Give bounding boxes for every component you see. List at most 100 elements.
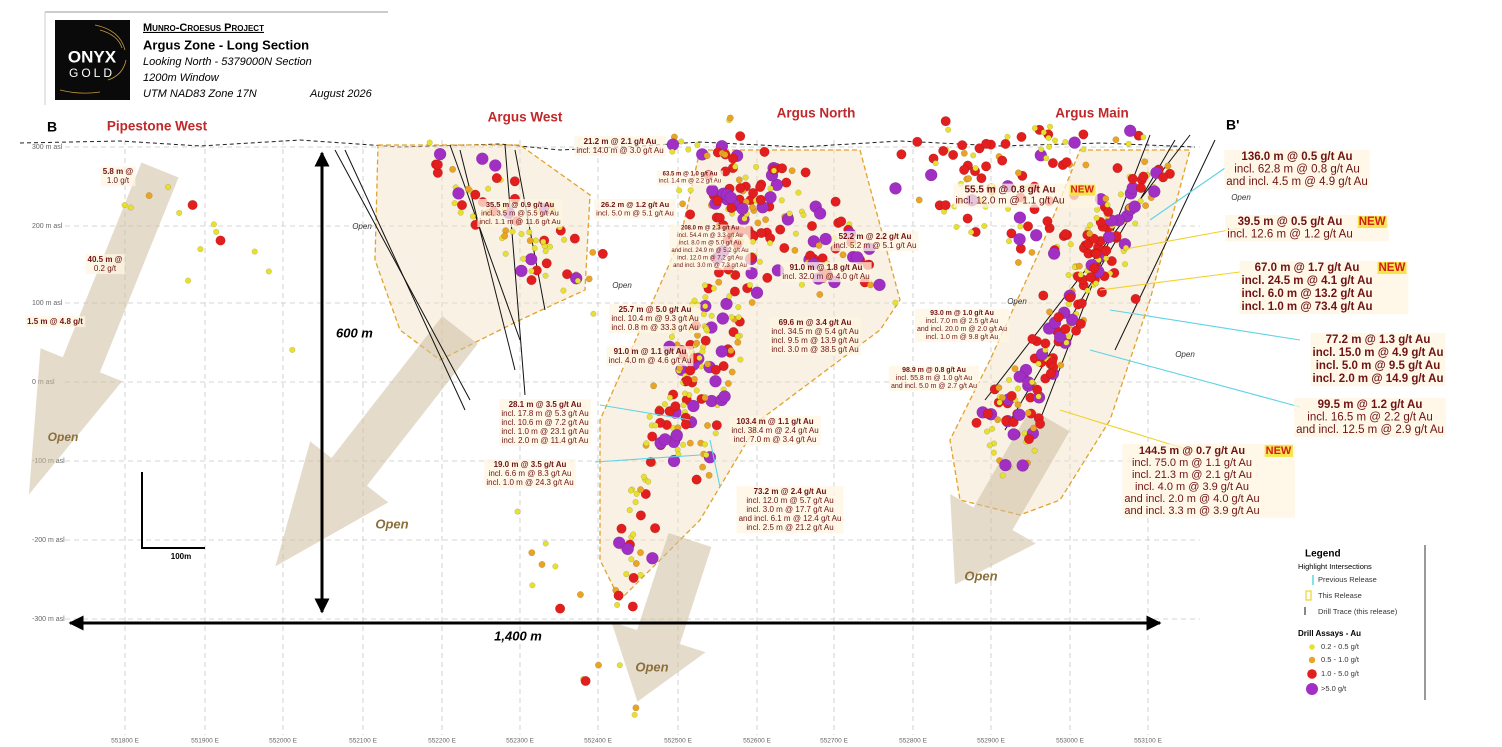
assay-dot: [509, 228, 516, 235]
assay-dot: [433, 147, 447, 161]
new-badge: NEW: [1359, 216, 1386, 228]
assay-dot: [185, 277, 192, 284]
assay-dot: [981, 222, 988, 229]
legend-subtitle: Highlight Intersections: [1298, 562, 1372, 571]
assay-dot: [616, 662, 623, 669]
assay-dot: [623, 571, 630, 578]
assay-dot: [1004, 133, 1011, 140]
assay-dot: [915, 196, 923, 204]
assay-dot: [1084, 287, 1091, 294]
intercept-detail: incl. 5.0 m @ 9.5 g/t Au: [1316, 360, 1441, 372]
assay-dot: [705, 471, 713, 479]
assay-dot: [701, 282, 708, 289]
assay-dot: [1164, 162, 1172, 170]
assay-dot: [994, 416, 1002, 424]
assay-dot: [792, 230, 799, 237]
section-info: Looking North - 5379000N Section: [143, 56, 312, 68]
assay-dot: [953, 223, 960, 230]
assay-dot: [1023, 221, 1034, 232]
assay-dot: [1082, 161, 1090, 169]
assay-dot: [699, 463, 706, 471]
intercept-headline: 77.2 m @ 1.3 g/t Au: [1326, 334, 1431, 346]
assay-dot: [1080, 146, 1087, 153]
assay-dot: [1112, 136, 1120, 144]
section-end: B': [1226, 117, 1239, 133]
assay-dot: [693, 339, 701, 347]
assay-dot: [1040, 129, 1047, 136]
intercept-bg: [609, 304, 701, 334]
assay-dot: [589, 248, 597, 256]
assay-dot: [748, 187, 759, 198]
assay-dot: [585, 275, 593, 283]
intercept-headline: 28.1 m @ 3.5 g/t Au: [509, 400, 582, 409]
assay-dot: [777, 163, 788, 174]
assay-dot: [756, 258, 763, 265]
intercept-detail: and incl. 5.0 m @ 2.7 g/t Au: [891, 383, 977, 390]
intercept-detail: incl. 9.5 m @ 13.9 g/t Au: [771, 336, 858, 345]
intercept-headline: 35.5 m @ 0.9 g/t Au: [486, 200, 555, 209]
assay-dot: [715, 278, 723, 286]
assay-dot: [1141, 158, 1149, 166]
assay-dot: [1102, 230, 1116, 244]
assay-dot: [531, 245, 538, 252]
intercept-detail: incl. 8.0 m @ 5.0 g/t Au: [679, 241, 741, 247]
assay-dot: [734, 333, 741, 340]
assay-dot: [613, 590, 624, 601]
assay-dot: [1137, 198, 1144, 205]
intercept-headline: 5.8 m @: [103, 167, 134, 176]
legend-item: Drill Trace (this release): [1318, 607, 1398, 616]
assay-dot: [726, 293, 733, 300]
intercept-bg: [729, 416, 821, 446]
assay-dot: [1065, 272, 1072, 279]
leader-line: [1109, 309, 1301, 341]
logo-box: [55, 20, 130, 100]
assay-dot: [781, 177, 792, 188]
intercept-detail: incl. 4.0 m @ 4.6 g/t Au: [609, 356, 692, 365]
assay-dot: [945, 126, 952, 133]
easting-label: 552700 E: [820, 738, 848, 745]
assay-dot: [668, 333, 675, 340]
easting-label: 552900 E: [977, 738, 1005, 745]
assay-dot: [962, 213, 973, 224]
intercept-bg: [736, 486, 844, 534]
intercept-headline: 91.0 m @ 1.8 g/t Au: [790, 263, 863, 272]
scale-bar-label: 100m: [171, 552, 191, 561]
intercept-detail: incl. 1.1 m @ 11.6 g/t Au: [479, 217, 560, 226]
assay-dot: [1031, 447, 1038, 454]
assay-dot: [528, 549, 536, 557]
intercept-detail: incl. 5.2 m @ 5.1 g/t Au: [834, 241, 917, 250]
assay-dot: [1158, 172, 1169, 183]
assay-dot: [670, 429, 683, 442]
intercept-bg: [574, 136, 666, 157]
intercept-detail: incl. 1.0 m @ 24.3 g/t Au: [486, 478, 573, 487]
assay-dot: [265, 268, 272, 275]
intercept-headline: 73.2 m @ 2.4 g/t Au: [754, 487, 827, 496]
legend-dot: [1309, 644, 1315, 650]
assay-dot: [518, 230, 525, 237]
intercept-detail: incl. 54.4 m @ 3.3 g/t Au: [677, 233, 742, 239]
legend-item: 0.2 - 0.5 g/t: [1321, 642, 1360, 651]
project-name: Munro-Croesus Project: [143, 22, 264, 34]
assay-dot: [680, 402, 687, 409]
assay-dot: [746, 282, 753, 289]
assay-dot: [1128, 200, 1141, 213]
assay-dot: [569, 233, 580, 244]
intercept-detail: and incl. 4.5 m @ 4.9 g/t Au: [1226, 176, 1367, 188]
intercept-detail: incl. 1.0 m @ 73.4 g/t Au: [1242, 301, 1373, 313]
intercept-detail: and incl. 6.1 m @ 12.4 g/t Au: [739, 514, 842, 523]
intercept-bg: [656, 170, 724, 186]
assay-dot: [759, 146, 770, 157]
assay-dot: [703, 152, 711, 160]
assay-dot: [650, 382, 657, 390]
assay-dot: [968, 229, 975, 236]
intercept-detail: incl. 24.5 m @ 4.1 g/t Au: [1242, 275, 1373, 287]
intercept-detail: incl. 16.5 m @ 2.2 g/t Au: [1307, 412, 1432, 424]
assay-dot: [1130, 293, 1141, 304]
assay-dot: [127, 204, 134, 211]
assay-dot: [628, 572, 639, 583]
easting-label: 552100 E: [349, 738, 377, 745]
